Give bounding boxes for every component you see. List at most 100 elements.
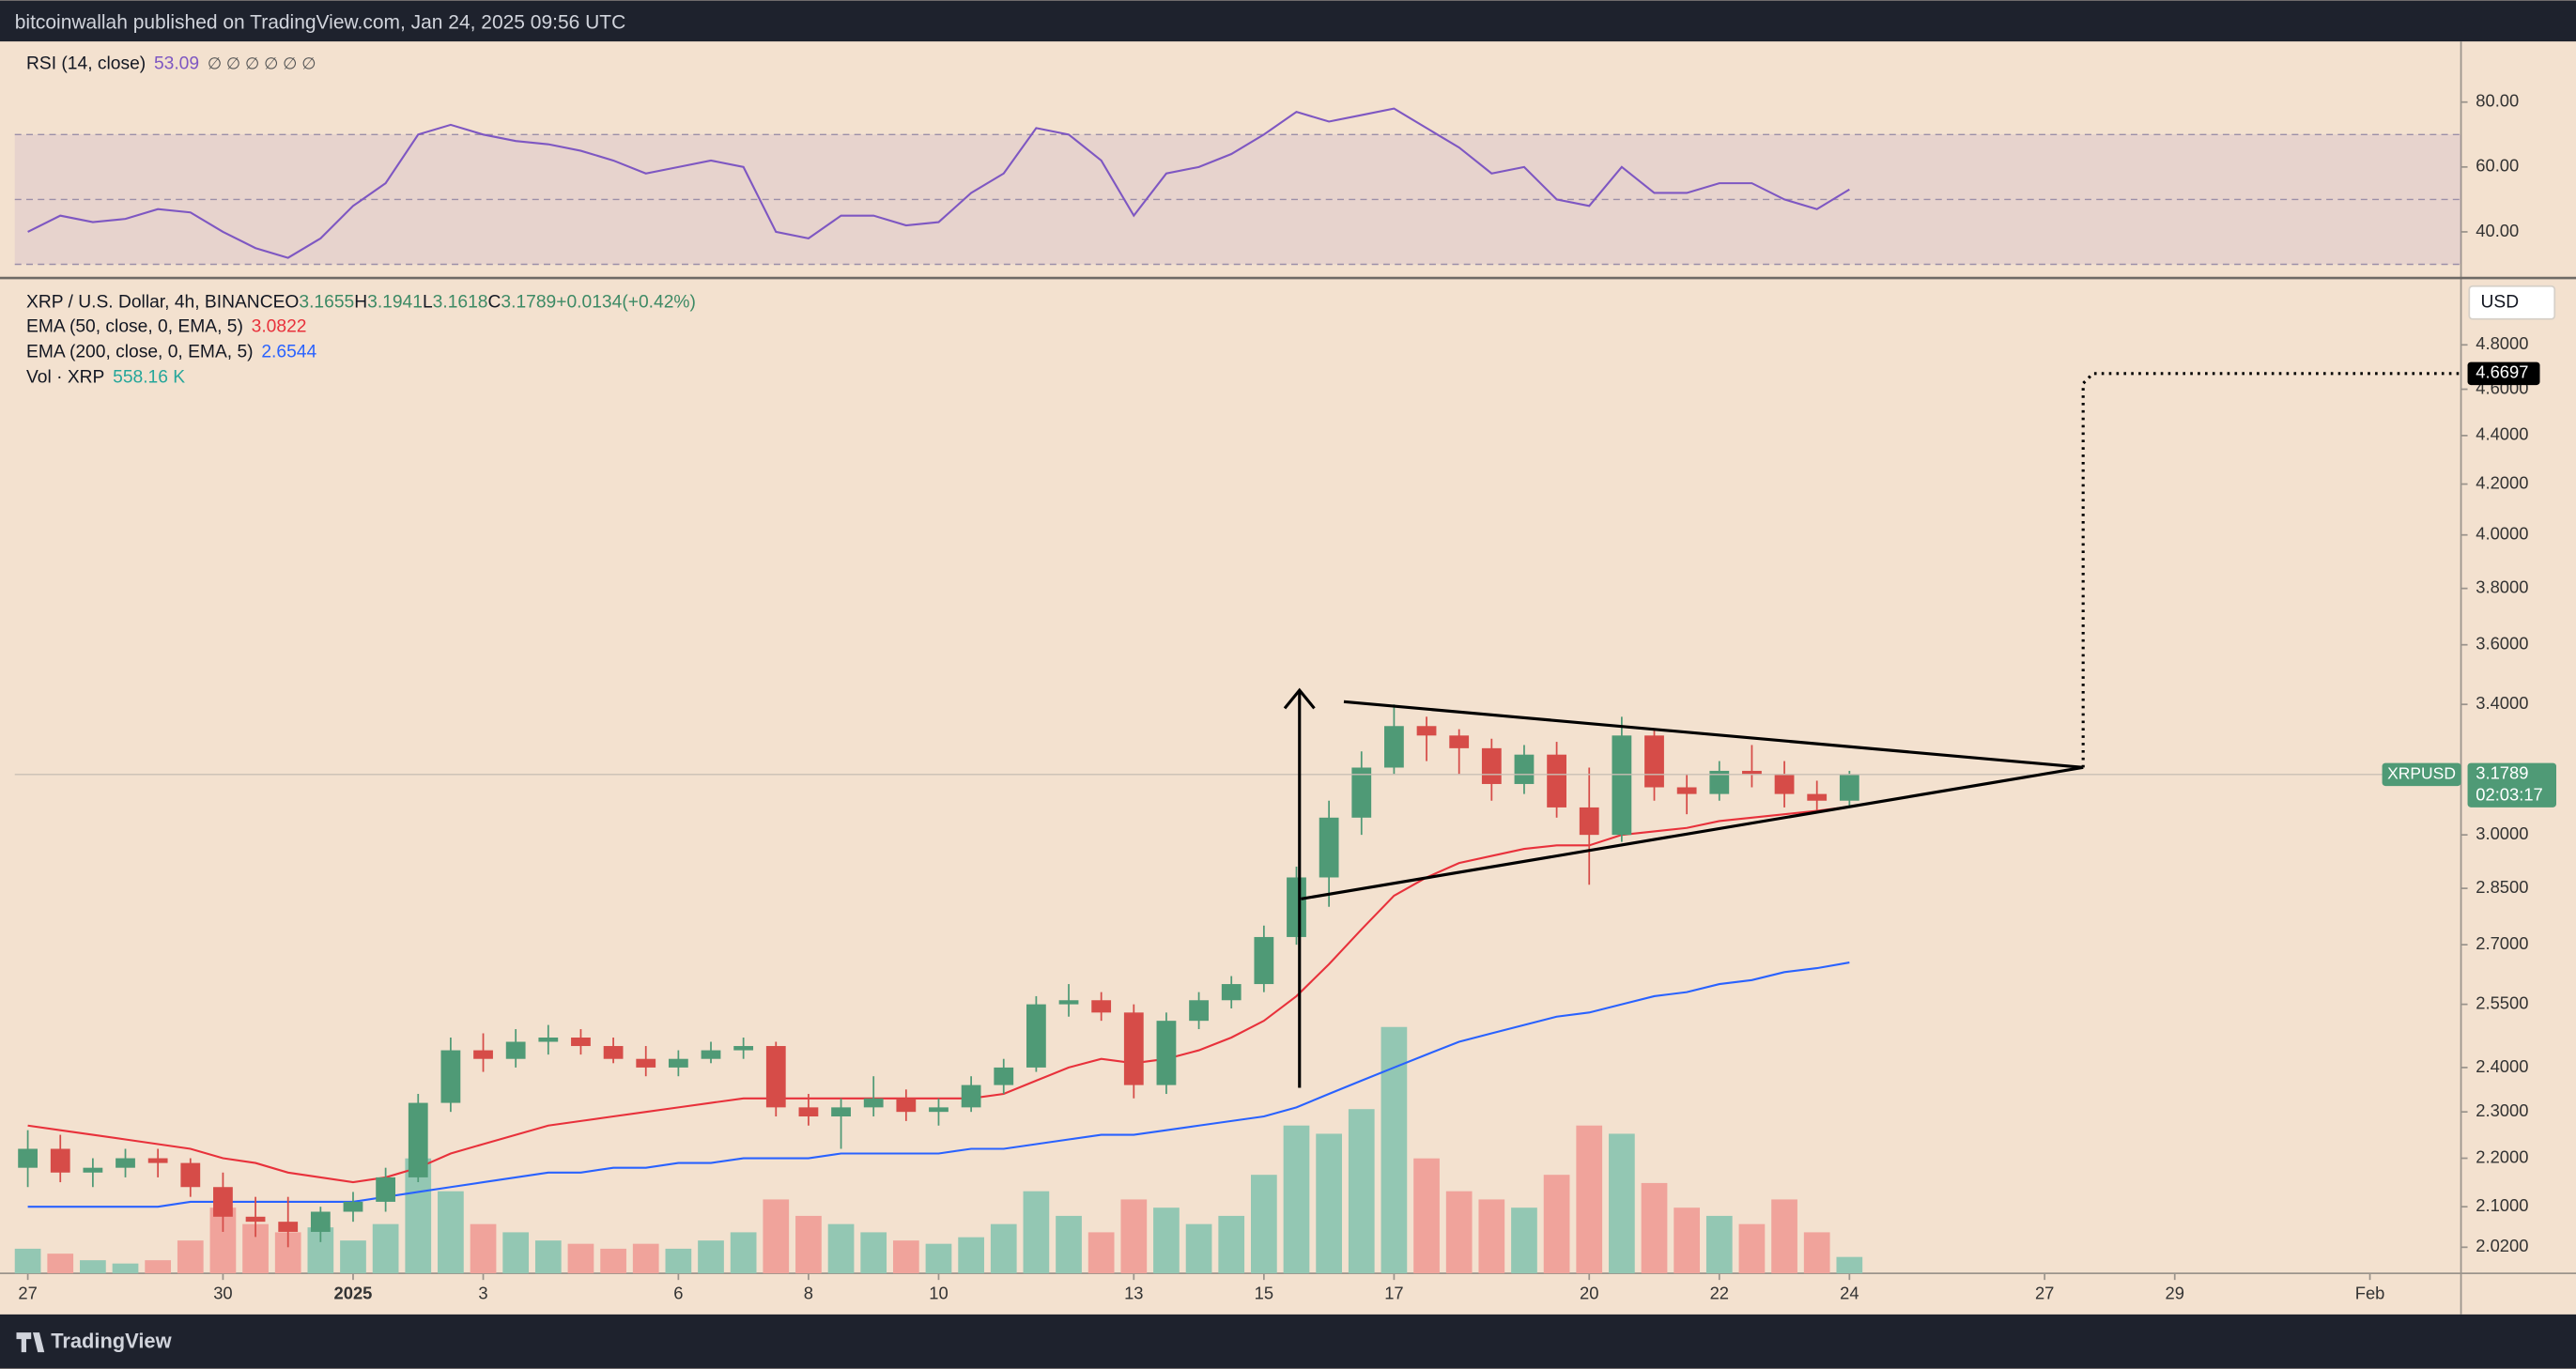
candle-body [929,1107,949,1113]
candle-body [668,1058,688,1068]
volume-bar [1218,1215,1245,1274]
ema-legend: EMA (200, close, 0, EMA, 5) 2.6544 [26,343,316,362]
symbol-title: XRP / U.S. Dollar, 4h, BINANCE [26,292,285,312]
y-tick-label: 4.0000 [2476,524,2528,544]
currency-button[interactable] [2468,285,2556,320]
volume-bar [1576,1125,1603,1274]
volume-bar [698,1240,724,1274]
candle-body [343,1201,363,1212]
price-tag: 3.1789 [2476,763,2528,783]
volume-bar [340,1240,366,1274]
currency[interactable]: USD [2481,292,2520,312]
symbol-tag-box [2382,762,2461,787]
volume-bar [860,1232,887,1274]
ema-legend: EMA (50, close, 0, EMA, 5) 3.0822 [26,317,306,337]
ohlc-legend: XRP / U.S. Dollar, 4h, BINANCEO3.1655H3.… [26,292,696,312]
rsi-legend: RSI (14, close) 53.09 ∅ ∅ ∅ ∅ ∅ ∅ [26,54,316,73]
price-tag-box [2467,762,2557,808]
y-tick-label: 80.00 [2476,91,2519,111]
y-tick-label: 2.2000 [2476,1146,2528,1166]
volume-bar [763,1199,790,1274]
ema-value: 2.6544 [261,343,316,362]
volume-bar [1674,1207,1701,1274]
candle-body [1579,807,1599,836]
x-tick-label: 22 [1710,1284,1729,1303]
volume-bar [502,1232,530,1274]
candle-body [180,1162,201,1188]
volume-bar [1771,1199,1797,1274]
y-tick-label: 40.00 [2476,221,2519,240]
candle-body [505,1041,526,1059]
candle-body [1514,754,1535,784]
candle-body [798,1107,819,1117]
ohlc-value: 3.1941 [367,292,423,312]
volume-bar [1641,1182,1668,1274]
candle-body [701,1050,721,1059]
candle-body [440,1050,461,1103]
candle-body [1676,787,1697,794]
candle-body [1839,774,1859,801]
y-tick-label: 60.00 [2476,156,2519,176]
candle-body [1384,726,1404,768]
candle-body [1547,754,1566,808]
volume-bar [1348,1109,1375,1274]
candle-body [83,1167,103,1173]
volume-bar [1543,1175,1570,1274]
y-tick-label: 3.8000 [2476,577,2528,597]
volume-bar [1413,1158,1440,1274]
volume-name: Vol · XRP [26,368,104,388]
ohlc-value: 3.1618 [433,292,488,312]
x-tick-label: 8 [804,1284,813,1303]
layers: 27 30 2025 3 6 8 10 13 15 17 20 22 24 27 29 Feb 4.8000 4.… [14,54,2557,1303]
y-tick-label: 2.8500 [2476,877,2528,897]
lower-trendline [1301,765,2084,900]
volume-bar [567,1243,594,1274]
triangle-drawing [1283,687,2084,1088]
brand[interactable]: TradingView [51,1329,172,1352]
top-bar [0,0,2576,42]
volume-bar [1250,1175,1277,1274]
logo-icon [16,1332,45,1353]
volume-bar [1283,1125,1310,1274]
y-tick-label: 2.5500 [2476,992,2528,1012]
volume-bar [145,1260,172,1274]
volume-bar [14,1248,41,1274]
volume-bar [177,1240,204,1274]
x-tick-label: 15 [1255,1284,1273,1303]
upper-trendline [1343,700,2084,769]
volume-bar [1478,1199,1505,1274]
ohlc-key: H [354,292,367,312]
ohlc-value: 3.1655 [299,292,354,312]
volume-bar [1056,1215,1082,1274]
symbol-tag: XRPUSD [2387,763,2456,782]
y-tick-label: 4.2000 [2476,472,2528,492]
x-tick-label: Feb [2355,1284,2385,1303]
change-pct: (+0.42%) [622,292,696,312]
ohlc-key: O [285,292,299,312]
bottom-bar [0,1314,2576,1369]
volume-bar [1153,1207,1180,1274]
x-tick-label: 29 [2166,1284,2184,1303]
volume-bar [1836,1256,1863,1274]
x-tick-label: 13 [1124,1284,1143,1303]
countdown: 02:03:17 [2476,784,2542,804]
ohlc-key: L [423,292,433,312]
volume-bar [990,1223,1017,1274]
y-tick-label: 3.0000 [2476,823,2528,843]
ema-line [27,806,1850,1184]
volume-bar [795,1215,822,1274]
ema-name: EMA (50, close, 0, EMA, 5) [26,317,243,337]
volume-bar [438,1191,464,1274]
candle-body [50,1148,70,1173]
rsi-value: 53.09 [154,54,199,74]
y-tick-label: 2.4000 [2476,1056,2528,1076]
volume-bar [925,1243,952,1274]
change: +0.0134 [556,292,622,312]
volume-bar [1803,1232,1830,1274]
candle-body [1709,770,1730,794]
rsi-placeholders: ∅ ∅ ∅ ∅ ∅ ∅ [208,54,316,72]
candle-body [147,1158,168,1163]
candle-body [733,1046,754,1051]
rsi-line [27,107,1850,259]
